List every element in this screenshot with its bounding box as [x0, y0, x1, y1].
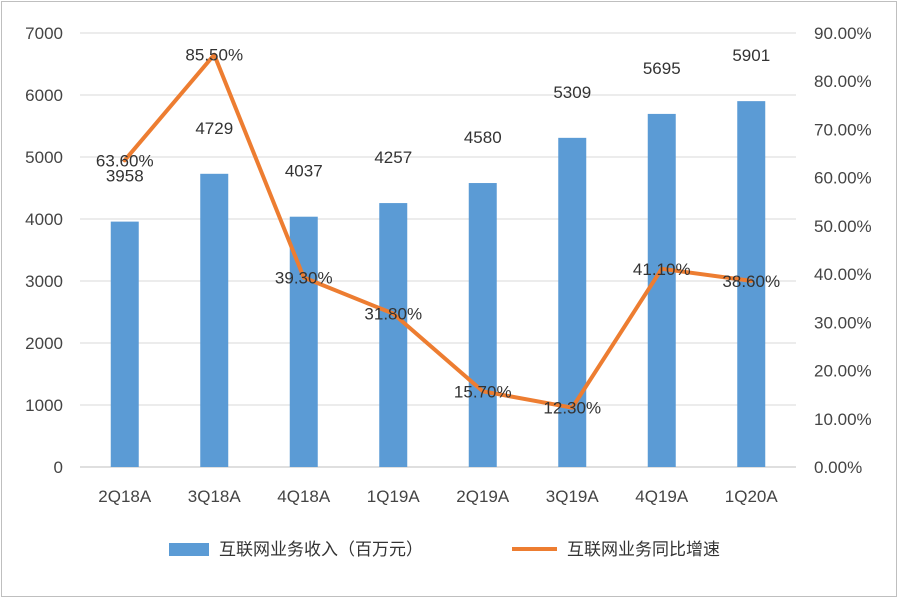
- x-tick-label: 4Q18A: [277, 487, 331, 506]
- y-left-tick-label: 4000: [25, 210, 63, 229]
- line-point: [391, 312, 395, 316]
- bar-data-label: 5309: [553, 83, 591, 102]
- bar: [379, 203, 408, 468]
- bar-data-label: 5901: [732, 46, 770, 65]
- line-point: [481, 389, 485, 393]
- y-left-tick-label: 0: [54, 458, 63, 477]
- bar: [468, 183, 497, 468]
- legend-label-line: 互联网业务同比增速: [567, 540, 720, 560]
- legend-swatch-bar: [169, 543, 209, 556]
- line-data-labels: 63.60% 85.50% 39.30% 31.80% 15.70% 12.30% 41.1…: [96, 46, 780, 418]
- line-data-label: 85.50%: [185, 46, 243, 65]
- line-point: [212, 53, 216, 57]
- y-right-tick-label: 50.00%: [814, 217, 872, 236]
- x-tick-label: 1Q20A: [725, 487, 779, 506]
- line-point: [302, 275, 306, 279]
- bar: [558, 137, 587, 468]
- bar: [200, 173, 229, 467]
- line-data-label: 63.60%: [96, 151, 154, 170]
- y-axis-left: 0 1000 2000 3000 4000 5000 6000 7000: [25, 24, 63, 477]
- bar-data-label: 3958: [106, 167, 144, 186]
- bar: [647, 113, 676, 467]
- y-axis-right: 0.00% 10.00% 20.00% 30.00% 40.00% 50.00% 60.00…: [814, 24, 872, 477]
- growth-line: [122, 52, 754, 410]
- line-data-label: 31.80%: [364, 305, 422, 324]
- bar-data-label: 4580: [464, 128, 502, 147]
- line-point: [123, 158, 127, 162]
- line-data-label: 41.10%: [633, 260, 691, 279]
- y-right-tick-label: 30.00%: [814, 313, 872, 332]
- line-point: [570, 406, 574, 410]
- bar-data-label: 4257: [374, 148, 412, 167]
- x-axis: 2Q18A 3Q18A 4Q18A 1Q19A 2Q19A 3Q19A 4Q19A 1Q20A: [98, 487, 778, 506]
- y-left-tick-label: 3000: [25, 272, 63, 291]
- y-left-tick-label: 1000: [25, 396, 63, 415]
- x-tick-label: 3Q19A: [546, 487, 600, 506]
- bar-data-label: 5695: [643, 59, 681, 78]
- line-point: [660, 267, 664, 271]
- bar: [737, 101, 766, 467]
- y-right-tick-label: 80.00%: [814, 72, 872, 91]
- legend-label-bar: 互联网业务收入（百万元）: [219, 540, 423, 560]
- bar: [110, 221, 139, 467]
- gridlines: [80, 32, 796, 468]
- y-left-tick-label: 2000: [25, 334, 63, 353]
- bar-data-labels: 3958 4729 4037 4257 4580 5309 5695 5901: [106, 46, 770, 185]
- y-right-tick-label: 10.00%: [814, 410, 872, 429]
- y-right-tick-label: 70.00%: [814, 120, 872, 139]
- y-right-tick-label: 20.00%: [814, 362, 872, 381]
- bar-data-label: 4037: [285, 162, 323, 181]
- line-point: [749, 279, 753, 283]
- y-right-tick-label: 90.00%: [814, 24, 872, 43]
- line-data-label: 38.60%: [722, 272, 780, 291]
- y-right-tick-label: 40.00%: [814, 265, 872, 284]
- line-data-label: 12.30%: [543, 399, 601, 418]
- bar-data-label: 4729: [195, 119, 233, 138]
- y-right-tick-label: 0.00%: [814, 458, 862, 477]
- y-left-tick-label: 6000: [25, 86, 63, 105]
- line-data-label: 15.70%: [454, 382, 512, 401]
- x-tick-label: 1Q19A: [367, 487, 421, 506]
- legend: 互联网业务收入（百万元） 互联网业务同比增速: [169, 540, 720, 560]
- x-tick-label: 2Q19A: [456, 487, 510, 506]
- bar-series: [110, 101, 766, 468]
- x-tick-label: 4Q19A: [635, 487, 689, 506]
- x-tick-label: 3Q18A: [188, 487, 242, 506]
- x-tick-label: 2Q18A: [98, 487, 152, 506]
- line-series: [122, 52, 754, 410]
- y-left-tick-label: 5000: [25, 148, 63, 167]
- y-left-tick-label: 7000: [25, 24, 63, 43]
- y-right-tick-label: 60.00%: [814, 169, 872, 188]
- line-data-label: 39.30%: [275, 268, 333, 287]
